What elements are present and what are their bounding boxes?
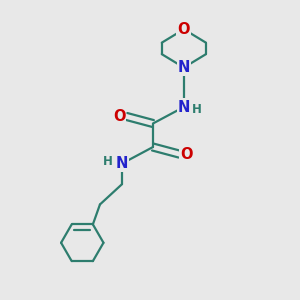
Text: H: H [192,103,202,116]
Text: N: N [178,100,190,115]
Text: O: O [181,147,193,162]
Text: N: N [178,60,190,75]
Text: N: N [116,156,128,171]
Text: H: H [103,155,113,168]
Text: O: O [113,109,125,124]
Text: O: O [178,22,190,37]
